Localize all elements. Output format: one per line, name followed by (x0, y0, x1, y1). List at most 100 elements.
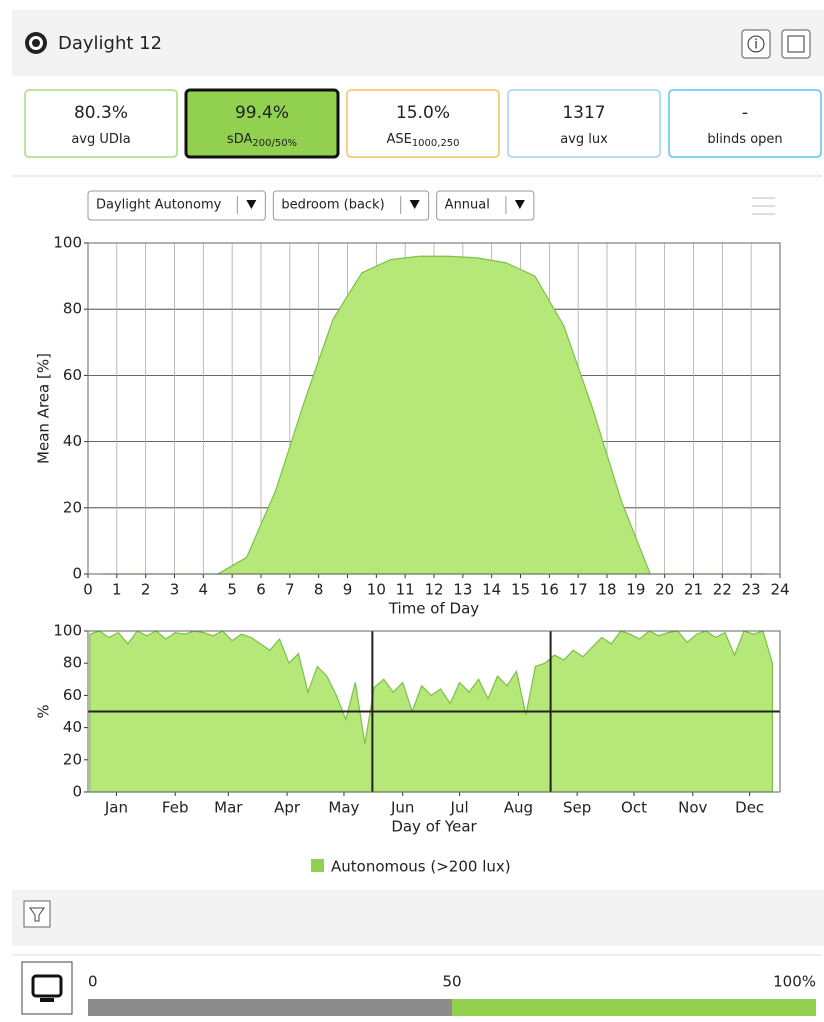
slider-label: 50 (442, 973, 461, 991)
x-tick-label: 16 (540, 581, 559, 599)
x-tick-label: Oct (621, 799, 647, 817)
metric-label-text: avg lux (560, 132, 608, 147)
x-tick-label: 5 (227, 581, 237, 599)
dropdown[interactable]: bedroom (back) (272, 190, 430, 221)
metric-label: ASE1000,250 (386, 132, 459, 150)
x-tick-label: 9 (343, 581, 353, 599)
x-tick-label: 14 (482, 581, 501, 599)
csv-button[interactable] (781, 29, 811, 59)
x-tick-label: Aug (504, 799, 533, 817)
menu-icon[interactable] (752, 197, 775, 215)
x-tick-label: 8 (314, 581, 324, 599)
metric-label: blinds open (707, 132, 782, 147)
x-tick-label: 18 (597, 581, 616, 599)
dropdown[interactable]: Annual (436, 190, 535, 221)
metric-label: sDA200/50% (227, 132, 297, 150)
slider-fill (452, 999, 816, 1016)
metric-card (507, 89, 661, 158)
x-tick-label: 22 (713, 581, 732, 599)
dropdown-arrow (409, 200, 420, 209)
metric-label: avg UDIa (71, 132, 130, 147)
svg-text:i: i (754, 38, 758, 53)
header-title: Daylight 12 (58, 33, 162, 54)
slider-track (88, 999, 452, 1016)
metric-value: 99.4% (235, 103, 289, 123)
x-tick-label: Apr (274, 799, 301, 817)
y-tick-label: 100 (53, 622, 82, 640)
y-tick-label: 80 (63, 300, 82, 318)
x-tick-label: May (328, 799, 359, 817)
x-tick-label: 1 (112, 581, 122, 599)
metric-card (668, 89, 822, 158)
x-tick-label: 15 (511, 581, 530, 599)
x-tick-label: 2 (141, 581, 151, 599)
plot-frame (87, 242, 781, 575)
x-tick-label: 17 (569, 581, 588, 599)
x-tick-label: 7 (285, 581, 295, 599)
dropdown-box (87, 190, 266, 221)
x-tick-label: 21 (684, 581, 703, 599)
x-tick-label: Nov (678, 799, 707, 817)
x-tick-label: Dec (735, 799, 764, 817)
slider-label: 100% (773, 973, 816, 991)
x-tick-label: Sep (563, 799, 591, 817)
metric-label-sub: 200/50% (252, 138, 297, 149)
y-tick-label: 40 (63, 432, 82, 450)
metric-value: 80.3% (74, 103, 128, 123)
metric-value: 1317 (562, 103, 605, 123)
x-tick-label: 3 (170, 581, 180, 599)
x-tick-label: 0 (83, 581, 93, 599)
y-tick-label: 40 (63, 718, 82, 736)
x-tick-label: 23 (742, 581, 761, 599)
legend-swatch (311, 859, 324, 872)
y-tick-label: 60 (63, 686, 82, 704)
x-tick-label: Jan (104, 799, 128, 817)
x-tick-label: 10 (367, 581, 386, 599)
y-tick-label: 100 (53, 234, 82, 252)
y-tick-label: 80 (63, 654, 82, 672)
metric-card (346, 89, 500, 158)
x-tick-label: Feb (162, 799, 189, 817)
metric-label-sub: 1000,250 (412, 138, 460, 149)
y-tick-label: 20 (63, 750, 82, 768)
y-axis-label: Mean Area [%] (35, 353, 53, 464)
filter-button[interactable] (23, 900, 51, 928)
y-tick-label: 60 (63, 366, 82, 384)
dropdown-arrow (246, 200, 257, 209)
dropdown-label: Annual (445, 198, 490, 213)
metric-label: avg lux (560, 132, 608, 147)
dropdown-box (272, 190, 430, 221)
y-tick-label: 0 (72, 783, 82, 801)
x-tick-label: 20 (655, 581, 674, 599)
y-tick-label: 0 (72, 565, 82, 583)
dropdown-label: bedroom (back) (281, 198, 384, 213)
display-button[interactable] (21, 961, 73, 1015)
filter-bar (12, 890, 824, 946)
metric-label-text: blinds open (707, 132, 782, 147)
metric-card (24, 89, 178, 158)
slider-label: 0 (88, 973, 98, 991)
dropdown-arrow (514, 200, 525, 209)
x-tick-label: 6 (256, 581, 266, 599)
x-tick-label: Jul (450, 799, 469, 817)
x-tick-label: Mar (214, 799, 243, 817)
x-tick-label: 12 (424, 581, 443, 599)
x-tick-label: 19 (626, 581, 645, 599)
metric-label-text: ASE (386, 132, 411, 147)
x-axis-label: Time of Day (388, 600, 479, 618)
info-button[interactable]: i (741, 29, 771, 59)
dropdown[interactable]: Daylight Autonomy (87, 190, 266, 221)
metric-label-text: sDA (227, 132, 253, 147)
metric-label-text: avg UDIa (71, 132, 130, 147)
legend-label: Autonomous (>200 lux) (331, 858, 511, 876)
x-tick-label: 4 (199, 581, 209, 599)
plot-frame (87, 630, 781, 793)
logo (25, 32, 47, 54)
metric-card (184, 88, 340, 159)
header-bar (12, 10, 824, 76)
y-tick-label: 20 (63, 498, 82, 516)
x-axis-label: Day of Year (391, 818, 477, 836)
dropdown-box (436, 190, 535, 221)
x-tick-label: 11 (396, 581, 415, 599)
